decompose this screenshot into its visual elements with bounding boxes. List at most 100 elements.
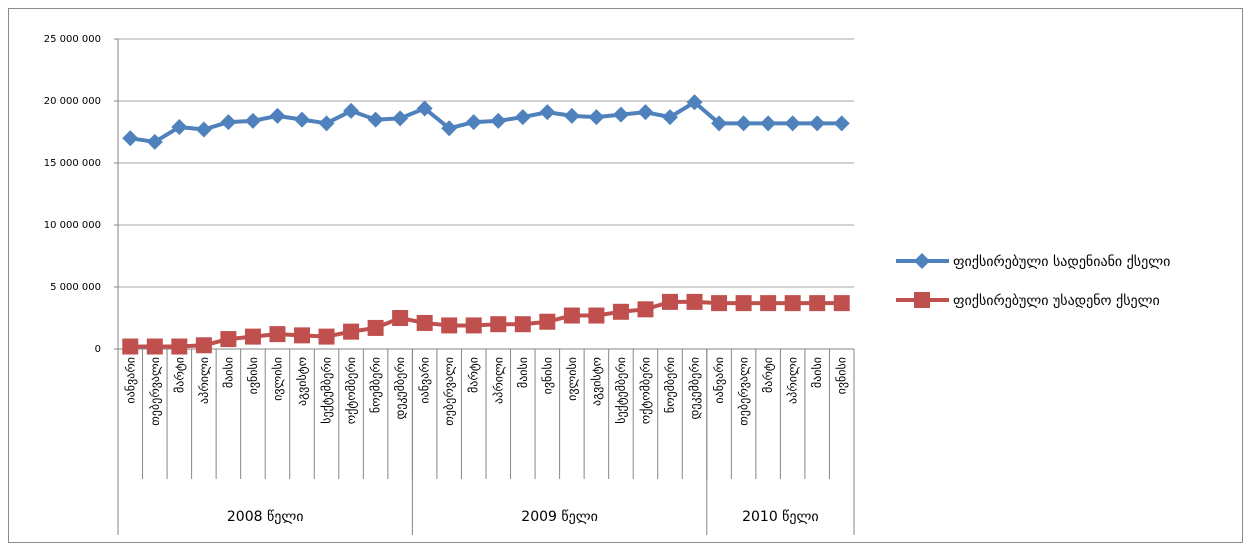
data-point — [294, 327, 310, 344]
x-tick-label: დეკემბერი — [393, 357, 407, 419]
data-point — [833, 295, 850, 312]
legend-label: ფიქსირებული სადენიანი ქსელი — [953, 253, 1170, 270]
legend-label: ფიქსირებული უსადენო ქსელი — [953, 292, 1160, 309]
series-2 — [122, 293, 850, 355]
x-tick-label: ივნისი — [246, 357, 260, 394]
data-point — [735, 295, 752, 312]
x-tick-label: მაისი — [221, 357, 235, 388]
data-point — [784, 295, 801, 312]
data-point — [711, 115, 728, 132]
data-point — [220, 114, 237, 131]
data-point — [465, 114, 482, 131]
x-tick-label: ნოემბერი — [663, 357, 677, 413]
x-tick-label: ივლისი — [270, 357, 284, 401]
data-point — [294, 111, 310, 128]
group-label: 2009 წელი — [521, 509, 598, 525]
x-tick-label: სექტემბერი — [614, 357, 628, 424]
x-tick-label: სექტემბერი — [320, 357, 334, 424]
data-point — [784, 115, 801, 132]
x-tick-label: მარტი — [761, 357, 775, 393]
data-point — [711, 295, 728, 312]
data-point — [392, 310, 409, 326]
data-point — [343, 102, 360, 119]
data-point — [171, 119, 188, 136]
data-point — [662, 109, 678, 126]
data-point — [367, 111, 384, 128]
x-tick-label: ივნისი — [835, 357, 849, 394]
x-tick-label: იანვარი — [123, 357, 137, 404]
x-tick-label: ოქტომბერი — [638, 357, 652, 424]
data-point — [490, 316, 507, 333]
data-point — [244, 328, 261, 345]
data-point — [392, 110, 409, 127]
legend: ფიქსირებული სადენიანი ქსელი ფიქსირებული უ… — [896, 253, 1170, 309]
series-line — [130, 299, 842, 349]
legend-marker — [914, 253, 930, 269]
data-point — [637, 301, 654, 318]
data-point — [465, 317, 482, 334]
legend-marker — [914, 292, 930, 308]
data-point — [539, 104, 556, 121]
data-point — [269, 326, 286, 343]
x-tick-label: თებერვალი — [737, 357, 751, 426]
x-tick-label: მაისი — [516, 357, 530, 388]
data-point — [539, 313, 556, 330]
x-tick-label: თებერვალი — [442, 357, 456, 426]
group-label: 2010 წელი — [742, 509, 819, 525]
data-point — [514, 109, 531, 126]
x-tick-label: მარტი — [172, 357, 186, 393]
data-point — [146, 338, 163, 355]
data-point — [563, 307, 580, 324]
x-tick-label: დეკემბერი — [688, 357, 702, 419]
series-lines — [122, 94, 850, 355]
y-tick-label: 15 000 000 — [44, 158, 101, 169]
x-tick-label: აპრილი — [786, 357, 800, 404]
data-point — [122, 338, 139, 355]
series-line — [129, 100, 842, 144]
data-point — [760, 295, 777, 312]
x-tick-label: ნოემბერი — [369, 357, 383, 413]
data-point — [318, 115, 335, 132]
x-tick-label: აპრილი — [491, 357, 505, 404]
x-tick-label: იანვარი — [712, 357, 726, 404]
data-point — [244, 112, 261, 129]
data-point — [122, 130, 139, 147]
data-point — [760, 115, 777, 132]
x-tick-label: თებერვალი — [148, 357, 162, 426]
x-tick-label: იანვარი — [418, 357, 432, 404]
data-point — [318, 328, 335, 345]
data-point — [612, 106, 629, 123]
data-point — [171, 338, 188, 355]
data-point — [416, 100, 433, 117]
x-tick-label: აგვისტო — [589, 357, 603, 406]
data-point — [195, 337, 212, 354]
data-point — [220, 331, 237, 348]
y-tick-label: 0 — [95, 344, 101, 355]
chart-frame: 25 000 000 20 000 000 15 000 000 10 000 000… — [8, 8, 1243, 543]
y-tick-label: 20 000 000 — [44, 96, 101, 107]
y-tick-label: 25 000 000 — [44, 34, 101, 45]
series-1 — [122, 94, 850, 150]
x-tick-label: ივლისი — [565, 357, 579, 401]
data-point — [833, 115, 850, 132]
x-tick-label: ოქტომბერი — [344, 357, 358, 424]
data-point — [416, 314, 433, 331]
data-point — [686, 94, 703, 111]
y-tick-label: 10 000 000 — [44, 220, 101, 231]
line-chart: 25 000 000 20 000 000 15 000 000 10 000 000… — [44, 34, 1170, 535]
data-point — [735, 115, 752, 132]
data-point — [195, 121, 212, 138]
data-point — [612, 303, 629, 320]
data-point — [441, 120, 458, 137]
data-point — [490, 112, 507, 129]
data-point — [441, 317, 458, 334]
data-point — [588, 307, 605, 324]
data-point — [146, 133, 163, 150]
x-tick-label: აგვისტო — [295, 357, 309, 406]
data-point — [809, 295, 826, 312]
x-axis: იანვარი თებერვალი მარტი აპრილი მაისი ივნისი ივ… — [117, 349, 855, 535]
data-point — [662, 293, 678, 310]
data-point — [637, 104, 654, 121]
group-label: 2008 წელი — [227, 509, 304, 525]
data-point — [809, 115, 826, 132]
